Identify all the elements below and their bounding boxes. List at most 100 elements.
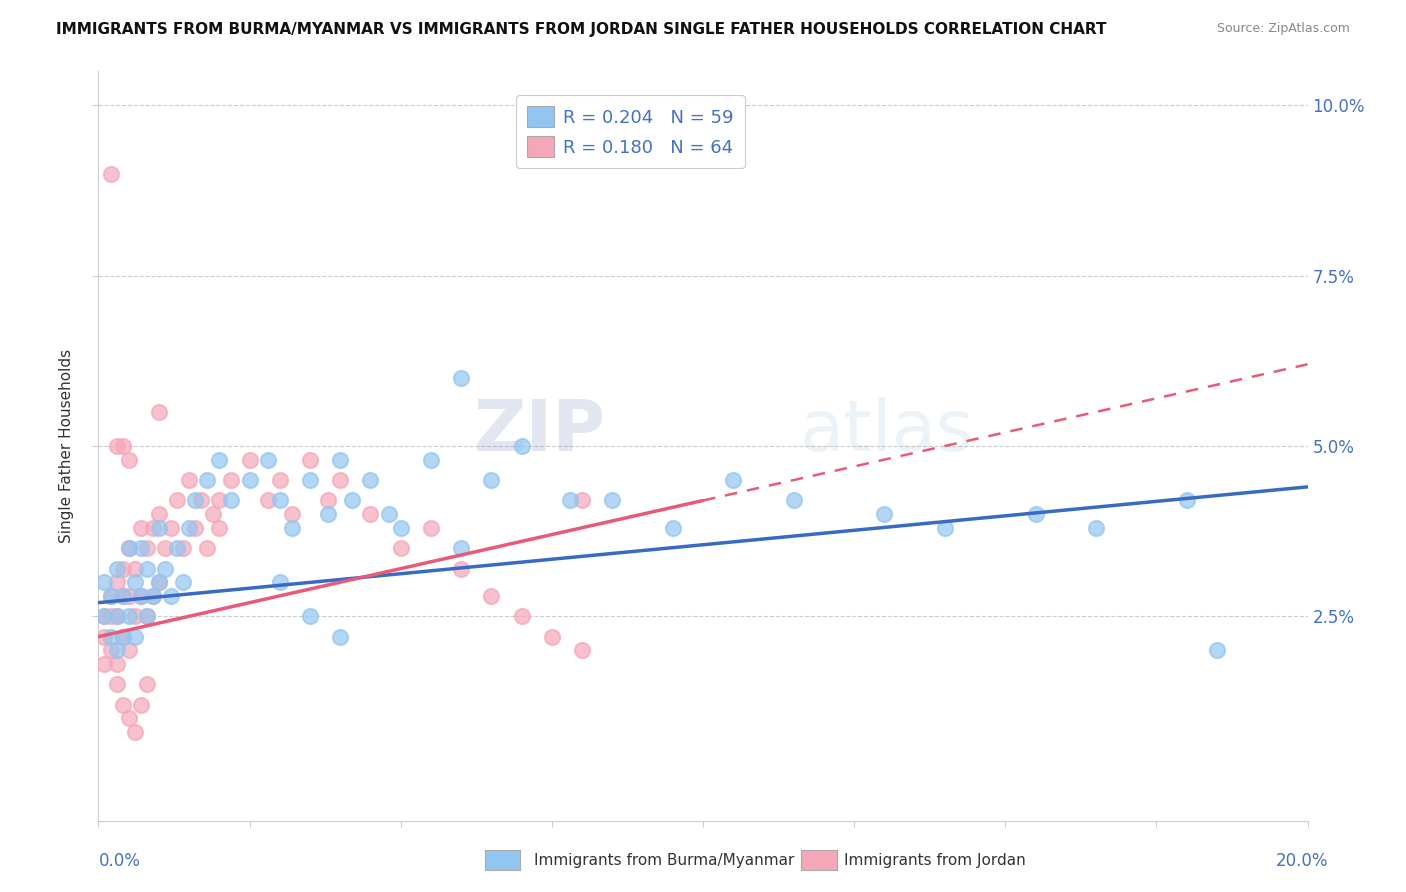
Point bbox=[661, 521, 683, 535]
Point bbox=[148, 405, 170, 419]
Point bbox=[129, 589, 152, 603]
Point bbox=[124, 575, 146, 590]
Point bbox=[100, 609, 122, 624]
Point bbox=[135, 609, 157, 624]
Point bbox=[124, 630, 146, 644]
Point bbox=[118, 452, 141, 467]
Point bbox=[124, 609, 146, 624]
Point bbox=[190, 493, 212, 508]
Point bbox=[129, 698, 152, 712]
Point bbox=[111, 630, 134, 644]
Point bbox=[118, 609, 141, 624]
Point bbox=[160, 521, 183, 535]
Point bbox=[1024, 507, 1046, 521]
Point bbox=[135, 609, 157, 624]
Point bbox=[510, 609, 533, 624]
Point bbox=[316, 493, 339, 508]
Point bbox=[111, 439, 134, 453]
Point bbox=[281, 521, 304, 535]
Point bbox=[111, 589, 134, 603]
Point bbox=[221, 473, 243, 487]
Point bbox=[450, 371, 472, 385]
Point bbox=[153, 541, 176, 556]
Point bbox=[179, 521, 201, 535]
Point bbox=[153, 561, 176, 575]
Point bbox=[256, 493, 278, 508]
Point bbox=[377, 507, 399, 521]
Point bbox=[602, 493, 624, 508]
Point bbox=[299, 473, 322, 487]
Point bbox=[93, 575, 115, 590]
Point bbox=[166, 541, 188, 556]
Point bbox=[184, 493, 207, 508]
Point bbox=[571, 493, 593, 508]
Text: 0.0%: 0.0% bbox=[98, 852, 141, 870]
Point bbox=[105, 575, 128, 590]
Point bbox=[124, 561, 146, 575]
Point bbox=[269, 493, 291, 508]
Point bbox=[93, 609, 115, 624]
Point bbox=[316, 507, 339, 521]
Point bbox=[540, 630, 562, 644]
Point bbox=[281, 507, 304, 521]
Point bbox=[208, 493, 231, 508]
Point bbox=[135, 541, 157, 556]
Point bbox=[269, 473, 291, 487]
Point bbox=[172, 575, 194, 590]
Point bbox=[172, 541, 194, 556]
Point bbox=[723, 473, 745, 487]
Point bbox=[105, 439, 128, 453]
Point bbox=[873, 507, 896, 521]
Text: 20.0%: 20.0% bbox=[1277, 852, 1329, 870]
Point bbox=[100, 630, 122, 644]
Point bbox=[239, 452, 262, 467]
Point bbox=[221, 493, 243, 508]
Point bbox=[100, 589, 122, 603]
Point bbox=[118, 589, 141, 603]
Point bbox=[129, 589, 152, 603]
Point bbox=[179, 473, 201, 487]
Point bbox=[342, 493, 364, 508]
Point bbox=[118, 541, 141, 556]
Point bbox=[111, 630, 134, 644]
Point bbox=[450, 541, 472, 556]
Point bbox=[93, 609, 115, 624]
Text: atlas: atlas bbox=[800, 397, 974, 466]
Point bbox=[934, 521, 956, 535]
Point bbox=[118, 643, 141, 657]
Point bbox=[118, 541, 141, 556]
Point bbox=[571, 643, 593, 657]
Point bbox=[299, 609, 322, 624]
Point bbox=[420, 521, 443, 535]
Point bbox=[329, 473, 352, 487]
Point bbox=[111, 698, 134, 712]
Point bbox=[142, 521, 165, 535]
Point bbox=[184, 521, 207, 535]
Point bbox=[558, 493, 581, 508]
Legend: R = 0.204   N = 59, R = 0.180   N = 64: R = 0.204 N = 59, R = 0.180 N = 64 bbox=[516, 95, 745, 168]
Point bbox=[111, 589, 134, 603]
Point bbox=[269, 575, 291, 590]
Point bbox=[510, 439, 533, 453]
Point bbox=[148, 507, 170, 521]
Point bbox=[360, 507, 382, 521]
Point bbox=[148, 575, 170, 590]
Point bbox=[208, 521, 231, 535]
Point bbox=[256, 452, 278, 467]
Point bbox=[202, 507, 225, 521]
Point bbox=[420, 452, 443, 467]
Point bbox=[1206, 643, 1229, 657]
Point bbox=[105, 643, 128, 657]
Point bbox=[389, 521, 412, 535]
Point bbox=[100, 167, 122, 181]
Text: ZIP: ZIP bbox=[474, 397, 606, 466]
Point bbox=[93, 630, 115, 644]
Point bbox=[105, 561, 128, 575]
Point bbox=[481, 473, 503, 487]
Point bbox=[142, 589, 165, 603]
Point bbox=[142, 589, 165, 603]
Y-axis label: Single Father Households: Single Father Households bbox=[59, 349, 75, 543]
Point bbox=[100, 589, 122, 603]
Point bbox=[129, 541, 152, 556]
Point bbox=[239, 473, 262, 487]
